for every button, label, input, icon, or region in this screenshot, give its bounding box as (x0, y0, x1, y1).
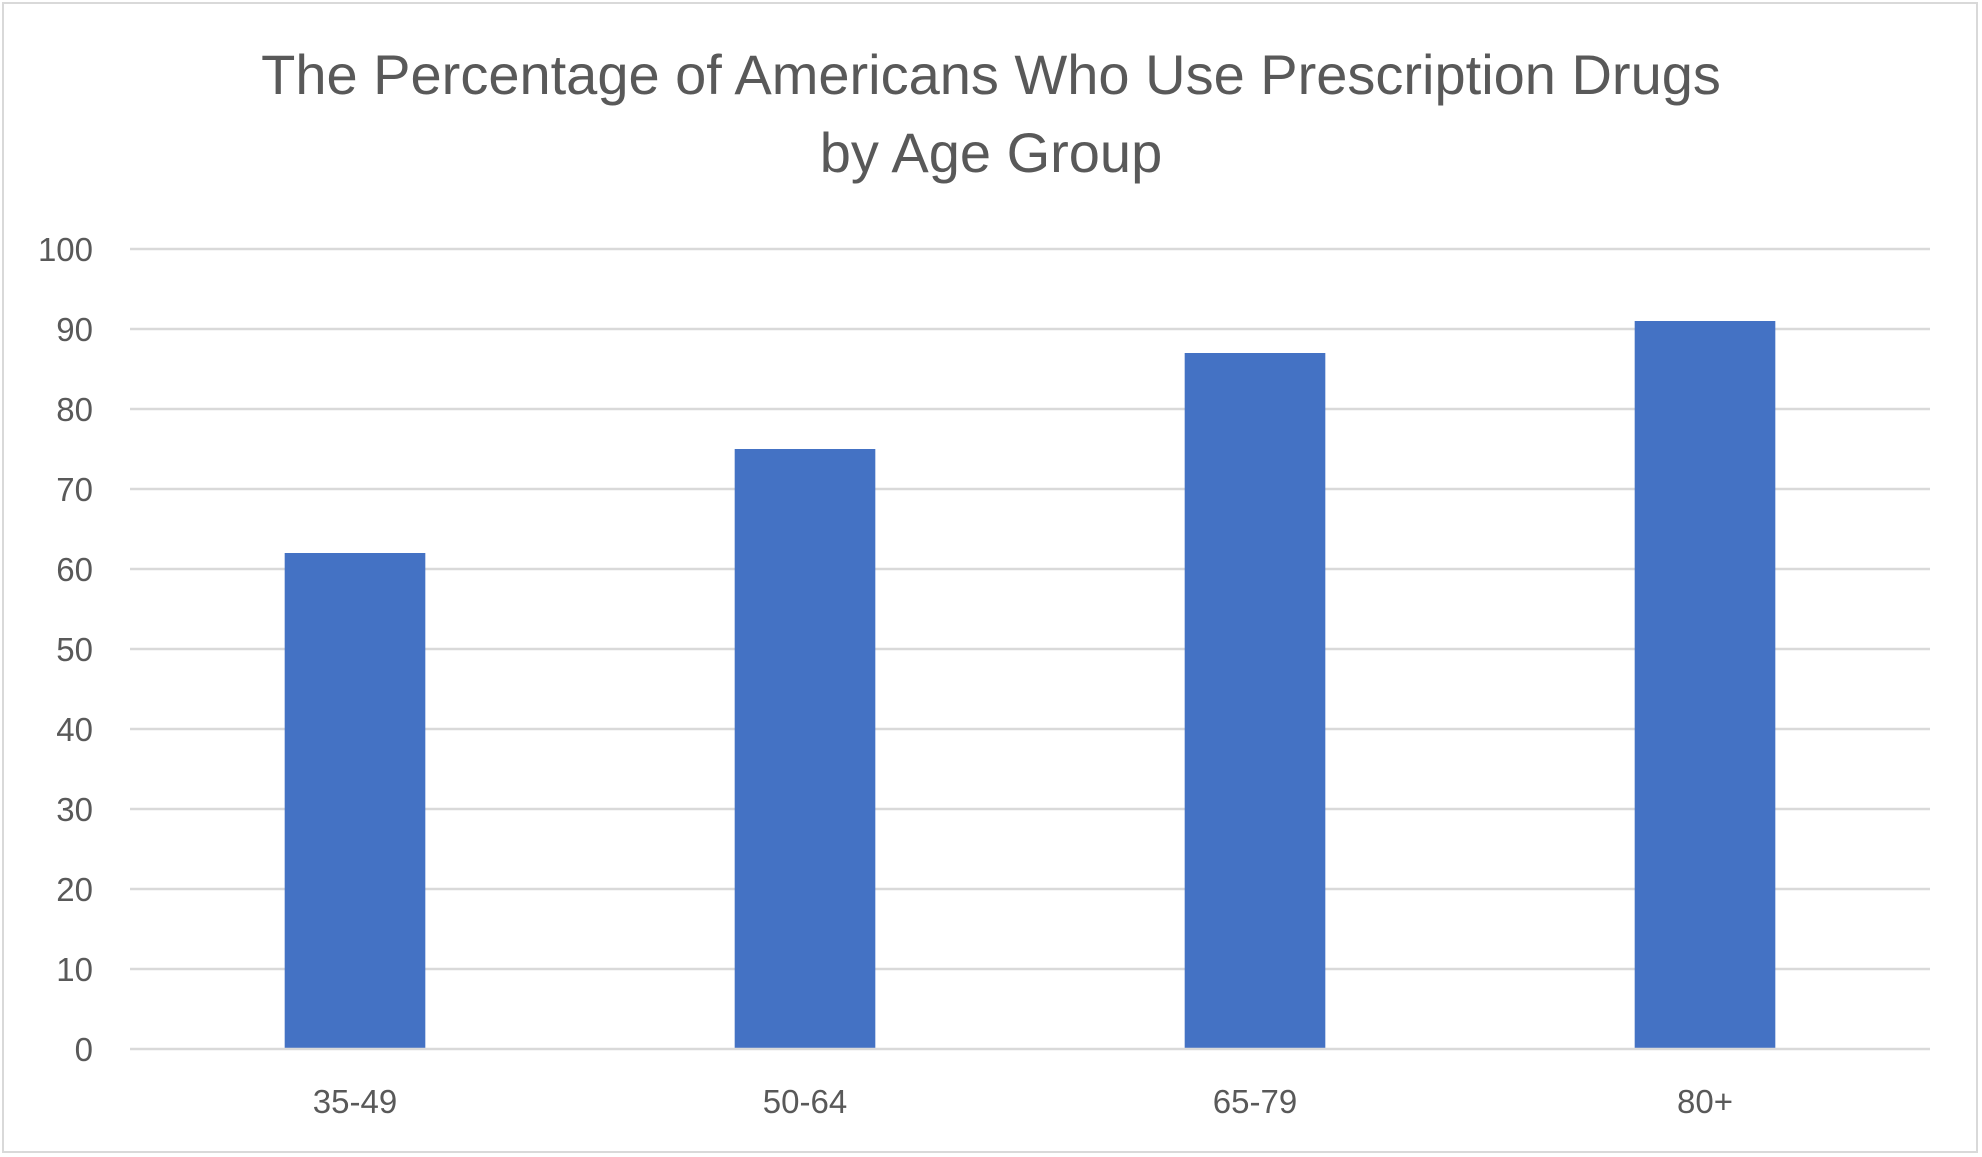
bars (284, 321, 1776, 1049)
y-tick-label: 60 (56, 551, 93, 588)
x-axis-tick-labels: 35-49 50-64 65-79 80+ (313, 1083, 1733, 1120)
chart-title: The Percentage of Americans Who Use Pres… (261, 43, 1721, 184)
y-tick-label: 50 (56, 631, 93, 668)
y-tick-label: 0 (75, 1031, 93, 1068)
x-tick-label: 35-49 (313, 1083, 397, 1120)
x-tick-label: 65-79 (1213, 1083, 1297, 1120)
y-tick-label: 100 (38, 231, 93, 268)
x-tick-label: 80+ (1677, 1083, 1733, 1120)
bar (1184, 353, 1326, 1049)
chart-title-line-1: The Percentage of Americans Who Use Pres… (261, 43, 1721, 106)
gridlines (130, 247, 1930, 971)
y-tick-label: 10 (56, 951, 93, 988)
x-tick-label: 50-64 (763, 1083, 847, 1120)
bar (284, 553, 426, 1049)
y-tick-label: 90 (56, 311, 93, 348)
y-tick-label: 80 (56, 391, 93, 428)
y-axis-tick-labels: 0 10 20 30 40 50 60 70 80 90 100 (38, 231, 93, 1068)
y-tick-label: 20 (56, 871, 93, 908)
y-tick-label: 30 (56, 791, 93, 828)
bar (1634, 321, 1776, 1049)
bar (734, 449, 876, 1049)
chart-title-line-2: by Age Group (820, 121, 1162, 184)
y-tick-label: 40 (56, 711, 93, 748)
y-tick-label: 70 (56, 471, 93, 508)
